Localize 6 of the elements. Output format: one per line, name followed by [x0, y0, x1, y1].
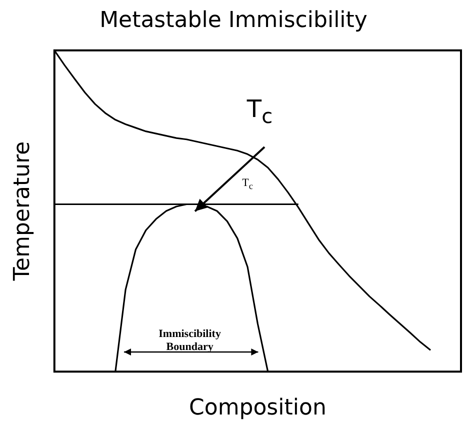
annotation: T$_{c}$ [246, 95, 273, 128]
y-axis-title: Temperature [10, 141, 35, 282]
chart-title: Metastable Immiscibility [100, 8, 368, 33]
x-axis-title: Composition [188, 396, 326, 421]
annotation: Immiscibility Boundary [158, 328, 222, 354]
annotation: T$_{c}$ [242, 176, 253, 191]
